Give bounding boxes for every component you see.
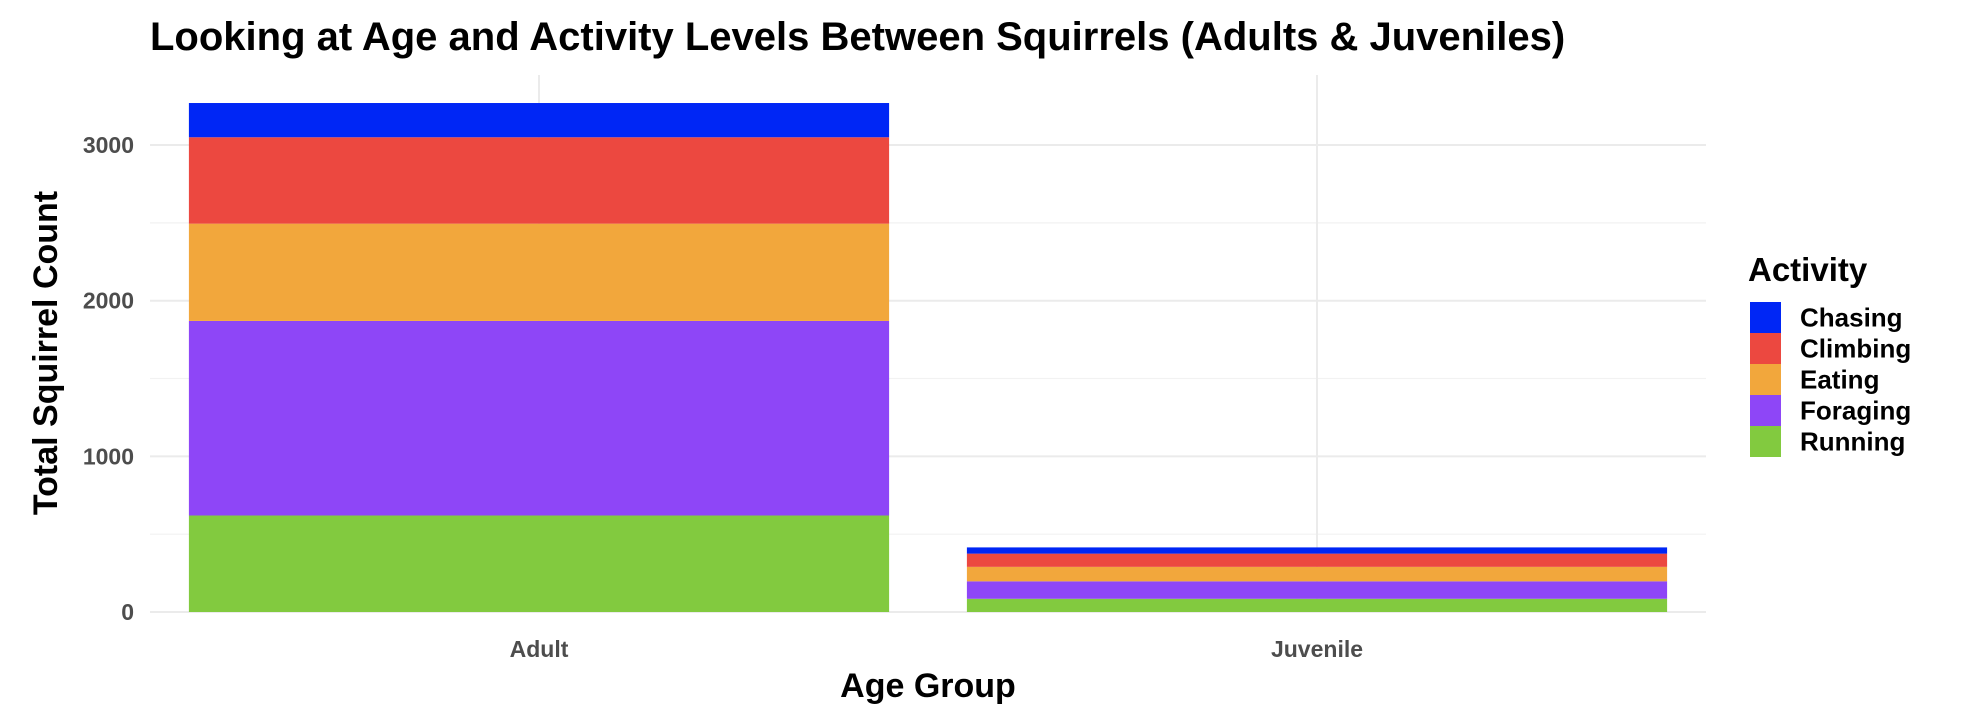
x-tick-labels: Adult Juvenile [510, 636, 1363, 662]
legend-label-foraging: Foraging [1800, 396, 1911, 426]
y-tick-label: 2000 [83, 288, 134, 314]
bar-juvenile-foraging [966, 581, 1668, 599]
bar-adult-foraging [188, 320, 890, 516]
y-tick-label: 3000 [83, 132, 134, 158]
bar-juvenile-chasing [966, 547, 1668, 554]
bar-adult-chasing [188, 103, 890, 138]
y-axis-title: Total Squirrel Count [27, 191, 65, 515]
legend-label-climbing: Climbing [1800, 334, 1911, 364]
bar-adult-eating [188, 223, 890, 321]
legend-key-climbing [1750, 333, 1781, 364]
y-tick-labels: 0 1000 2000 3000 [83, 132, 134, 625]
legend-title: Activity [1748, 251, 1868, 288]
x-tick-label: Juvenile [1271, 636, 1363, 662]
legend-key-eating [1750, 364, 1781, 395]
bar-juvenile-running [966, 598, 1668, 612]
bar-adult-climbing [188, 137, 890, 224]
legend: Activity ChasingClimbingEatingForagingRu… [1748, 251, 1911, 457]
bar-juvenile-climbing [966, 553, 1668, 567]
legend-key-chasing [1750, 302, 1781, 333]
bar-juvenile-eating [966, 566, 1668, 582]
bars-layer [188, 103, 1668, 612]
y-tick-label: 1000 [83, 443, 134, 469]
legend-label-running: Running [1800, 427, 1905, 457]
legend-key-foraging [1750, 395, 1781, 426]
x-tick-label: Adult [510, 636, 569, 662]
legend-key-running [1750, 426, 1781, 457]
legend-label-chasing: Chasing [1800, 303, 1903, 333]
chart-title: Looking at Age and Activity Levels Betwe… [150, 15, 1565, 59]
x-axis-title: Age Group [840, 667, 1016, 705]
y-tick-label: 0 [121, 599, 134, 625]
bar-adult-running [188, 515, 890, 612]
legend-label-eating: Eating [1800, 365, 1879, 395]
